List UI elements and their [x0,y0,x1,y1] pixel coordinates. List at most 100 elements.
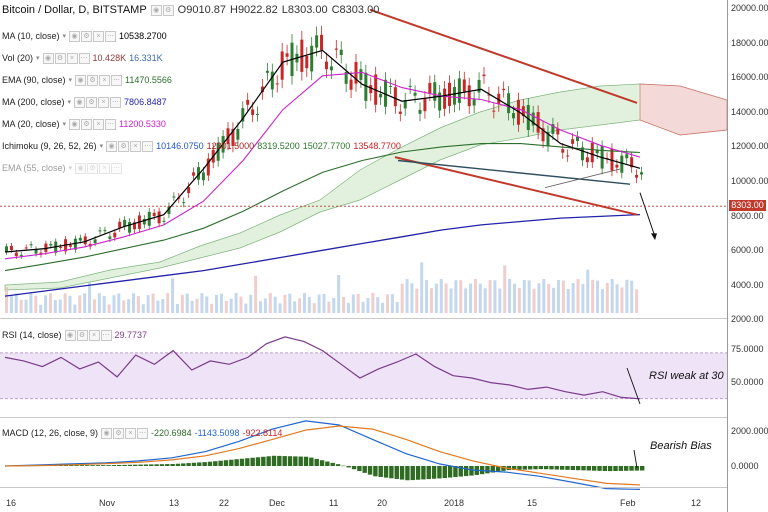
more-icon[interactable]: ⋯ [105,31,117,42]
chevron-down-icon[interactable]: ▾ [62,121,67,128]
candle-body [167,206,171,215]
macd-histogram-bar [426,466,431,480]
settings-icon[interactable]: ⚙ [81,119,93,130]
settings-icon[interactable]: ⚙ [76,330,88,341]
settings-icon[interactable]: ⚙ [118,141,130,152]
more-icon[interactable]: ⋯ [100,330,112,341]
legend-value: 7806.8487 [124,97,167,107]
macd-legend-name: MACD (12, 26, close, 9) [2,428,99,438]
volume-bar [615,284,619,313]
candle-body [408,85,412,87]
chevron-down-icon[interactable]: ▾ [36,55,40,62]
close-icon[interactable]: × [125,428,137,439]
more-icon[interactable]: ⋯ [111,75,123,86]
candle-body [526,105,530,130]
chevron-down-icon[interactable]: ▾ [62,33,67,40]
macd-histogram-bar [469,466,474,476]
candle-body [280,51,284,80]
visibility-icon[interactable]: ◉ [106,141,118,152]
close-icon[interactable]: × [93,119,105,130]
close-icon[interactable]: × [99,75,111,86]
macd-histogram-bar [133,464,138,466]
volume-bar [151,293,155,313]
chevron-down-icon[interactable]: ▾ [68,77,73,84]
settings-icon[interactable]: ⚙ [87,163,99,174]
volume-bar [625,279,629,313]
volume-bar [224,300,228,313]
rsi-legend[interactable]: RSI (14, close) ◉ ⚙ × ⋯ 29.7737 [2,330,147,341]
pane-divider-price-rsi[interactable] [0,318,768,319]
visibility-icon[interactable]: ◉ [75,75,87,86]
legend-row[interactable]: Vol (20) ▾ ◉ ⚙ × ⋯ 10.428K 16.331K [2,53,163,64]
chevron-down-icon[interactable]: ▾ [99,143,104,150]
symbol-title[interactable]: Bitcoin / Dollar, D, BITSTAMP [2,4,147,16]
volume-bar [566,288,570,313]
close-icon[interactable]: × [88,330,100,341]
macd-histogram-bar [431,466,437,479]
volume-bar [254,275,258,313]
volume-bar [542,279,546,313]
legend-name: EMA (90, close) [2,75,66,85]
legend-row[interactable]: EMA (90, close) ▾ ◉ ⚙ × ⋯ 11470.5566 [2,75,172,86]
candle-body [556,128,560,135]
macd-histogram-bar [79,465,85,466]
more-icon[interactable]: ⋯ [137,428,149,439]
more-icon[interactable]: ⋯ [105,119,117,130]
volume-bar [180,295,184,313]
more-icon[interactable]: ⋯ [110,97,122,108]
legend-row[interactable]: MA (200, close) ▾ ◉ ⚙ × ⋯ 7806.8487 [2,97,167,108]
legend-row[interactable]: MA (20, close) ▾ ◉ ⚙ × ⋯ 11200.5330 [2,119,166,130]
ichimoku-cloud-future [639,83,728,136]
candle-body [329,66,333,71]
close-icon[interactable]: × [130,141,142,152]
legend-row[interactable]: MA (10, close) ▾ ◉ ⚙ × ⋯ 10538.2700 [2,31,167,42]
chevron-down-icon[interactable]: ▾ [67,99,72,106]
macd-legend[interactable]: MACD (12, 26, close, 9) ◉ ⚙ × ⋯ -220.6984 -… [2,428,282,439]
chevron-down-icon[interactable]: ▾ [68,165,73,172]
settings-icon[interactable]: ⚙ [113,428,125,439]
volume-bar [9,295,13,313]
visibility-icon[interactable]: ◉ [69,31,81,42]
visibility-icon[interactable]: ◉ [42,53,54,64]
macd-histogram-bar [442,466,447,479]
visibility-icon[interactable]: ◉ [64,330,76,341]
more-icon[interactable]: ⋯ [142,141,154,152]
candle-body [310,45,314,72]
candle-body [98,230,102,232]
legend-row[interactable]: EMA (55, close) ▾ ◉ ⚙ × ⋯ [2,163,123,174]
legend-row[interactable]: Ichimoku (9, 26, 52, 26) ▾ ◉ ⚙ × ⋯ 10146.0750 1… [2,141,401,152]
visibility-icon[interactable]: ◉ [150,4,162,16]
close-icon[interactable]: × [98,97,110,108]
more-icon[interactable]: ⋯ [78,53,90,64]
macd-histogram-bar [613,466,618,472]
candle-body [226,128,230,145]
visibility-icon[interactable]: ◉ [101,428,113,439]
settings-icon[interactable]: ⚙ [86,97,98,108]
price-axis[interactable] [727,0,768,512]
rsi-annotation: RSI weak at 30 [649,370,724,382]
visibility-icon[interactable]: ◉ [75,163,87,174]
settings-icon[interactable]: ⚙ [87,75,99,86]
settings-icon[interactable]: ⚙ [54,53,66,64]
rsi-legend-value: 29.7737 [114,330,148,340]
macd-histogram-bar [207,461,213,466]
pane-divider-rsi-macd[interactable] [0,417,768,418]
ma200-line [4,213,641,297]
close-icon[interactable]: × [66,53,78,64]
volume-bar [425,280,429,313]
visibility-icon[interactable]: ◉ [69,119,81,130]
volume-bar [464,288,468,313]
more-icon[interactable]: ⋯ [111,163,123,174]
macd-histogram-bar [106,465,111,466]
candle-body [403,100,407,109]
settings-icon[interactable]: ⚙ [162,4,174,16]
settings-icon[interactable]: ⚙ [81,31,93,42]
time-tick-label: 12 [691,498,702,508]
close-icon[interactable]: × [99,163,111,174]
volume-bar [312,303,316,313]
candle-body [5,246,8,252]
macd-histogram-bar [410,466,415,481]
candle-body [172,196,176,198]
visibility-icon[interactable]: ◉ [74,97,86,108]
close-icon[interactable]: × [93,31,105,42]
